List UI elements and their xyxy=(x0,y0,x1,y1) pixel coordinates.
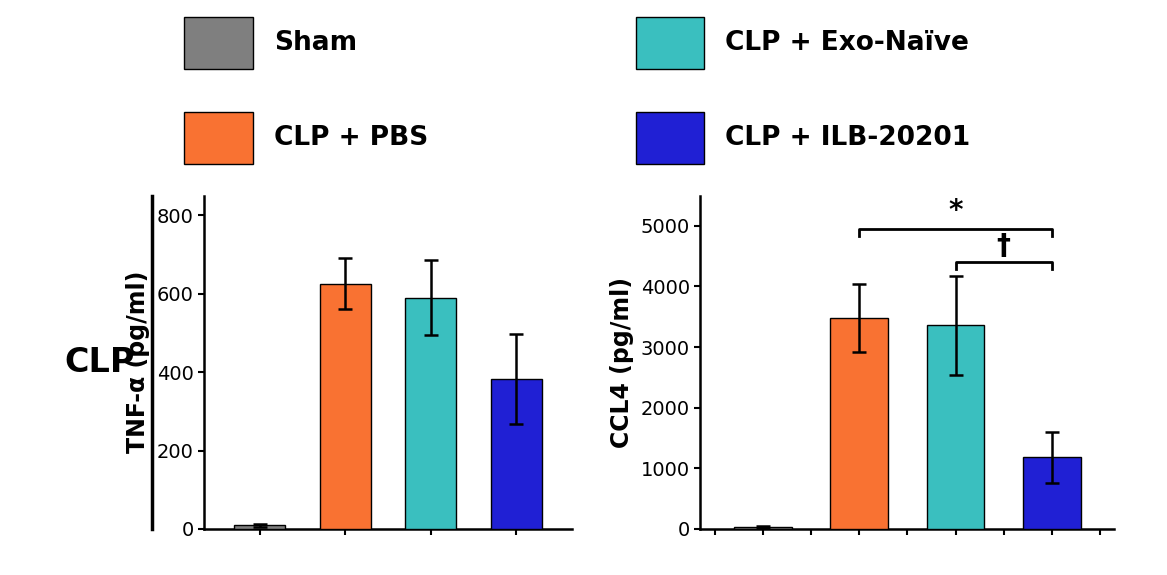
Text: CLP: CLP xyxy=(64,346,134,379)
Bar xyxy=(235,525,286,529)
Bar xyxy=(830,318,888,529)
FancyBboxPatch shape xyxy=(636,112,705,164)
Bar xyxy=(405,297,456,529)
Bar xyxy=(490,379,541,529)
Bar xyxy=(1023,458,1081,529)
Text: CLP + Exo-Naïve: CLP + Exo-Naïve xyxy=(726,30,969,56)
Text: †: † xyxy=(997,232,1011,260)
Text: Sham: Sham xyxy=(274,30,357,56)
FancyBboxPatch shape xyxy=(184,17,253,69)
Text: CLP + PBS: CLP + PBS xyxy=(274,125,428,151)
Y-axis label: TNF-α (pg/ml): TNF-α (pg/ml) xyxy=(126,271,151,454)
Bar xyxy=(734,527,791,529)
Text: *: * xyxy=(949,197,963,225)
Text: CLP + ILB-20201: CLP + ILB-20201 xyxy=(726,125,971,151)
Y-axis label: CCL4 (pg/ml): CCL4 (pg/ml) xyxy=(609,277,634,448)
FancyBboxPatch shape xyxy=(636,17,705,69)
Bar xyxy=(927,325,985,529)
Bar xyxy=(320,284,371,529)
FancyBboxPatch shape xyxy=(184,112,253,164)
